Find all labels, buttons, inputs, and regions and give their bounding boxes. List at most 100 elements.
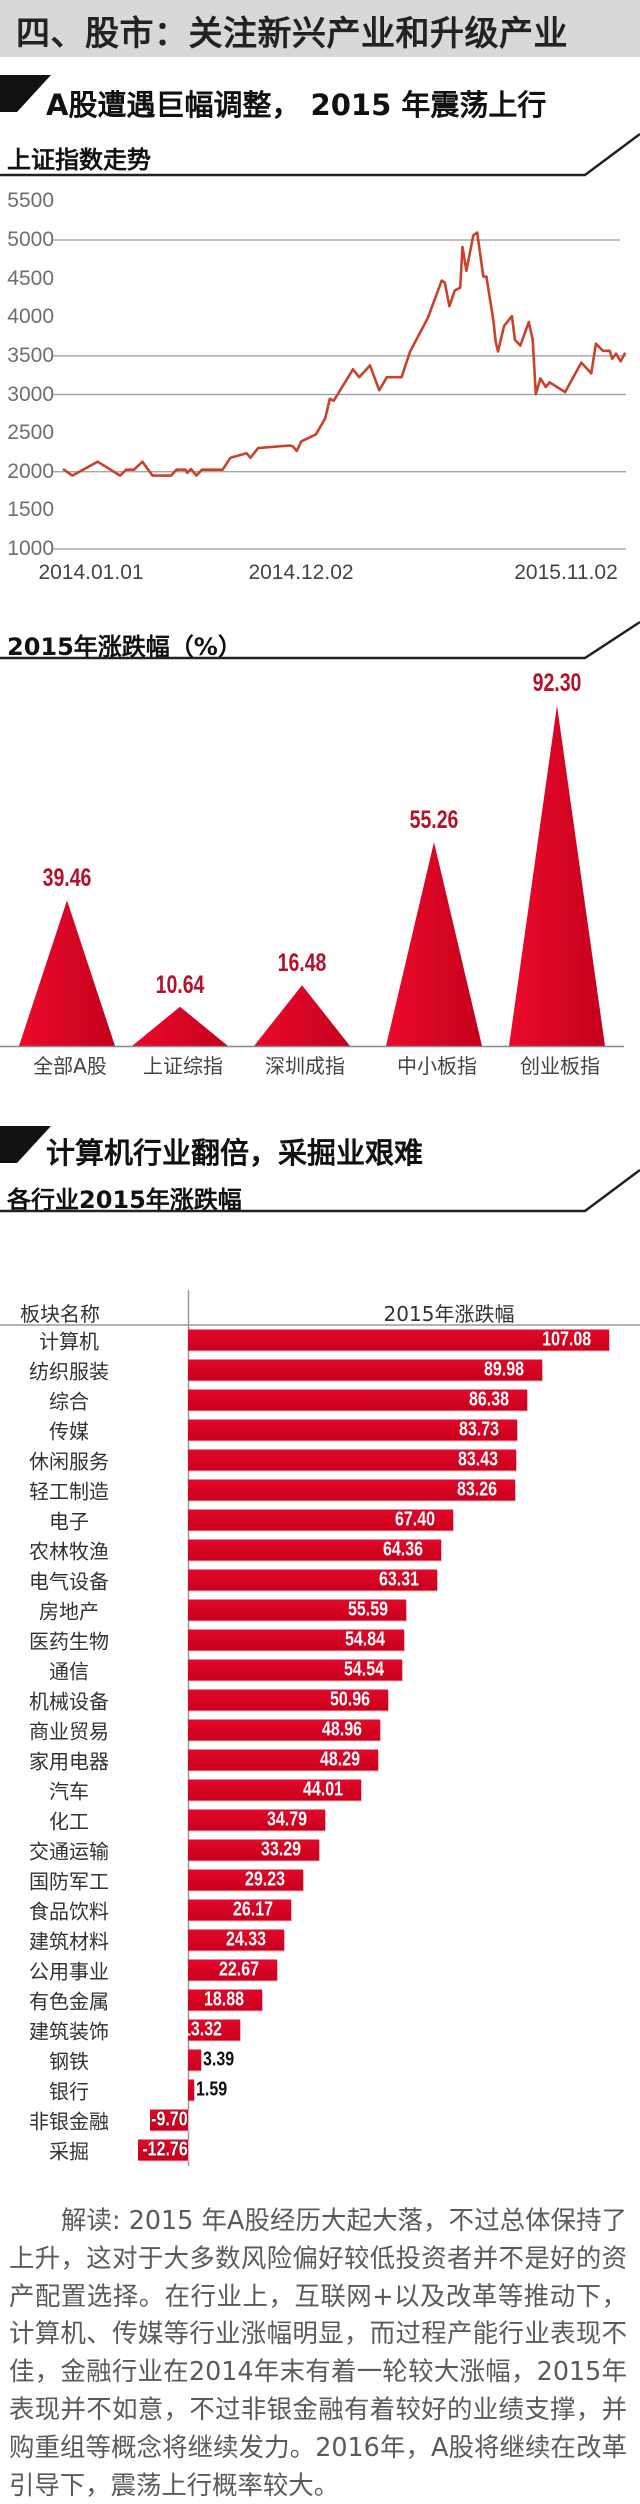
bar <box>188 1749 378 1771</box>
value-label: 83.73 <box>459 1418 500 1441</box>
column-header-category: 板块名称 <box>20 1302 100 1326</box>
value-label: -12.76 <box>142 2138 188 2161</box>
header-band <box>0 0 640 57</box>
category-label: 交通运输 <box>29 1839 109 1864</box>
category-label: 全部A股 <box>33 1054 107 1078</box>
category-label: 汽车 <box>49 1779 89 1804</box>
category-label: 计算机 <box>39 1329 99 1354</box>
category-label: 电子 <box>49 1509 89 1534</box>
value-label: 64.36 <box>382 1538 423 1561</box>
value-label: -9.70 <box>151 2108 188 2131</box>
bar <box>188 1689 389 1711</box>
bar <box>188 2079 195 2101</box>
value-label: 18.88 <box>204 1988 245 2011</box>
bar <box>188 1719 381 1741</box>
bar <box>188 1509 453 1531</box>
category-label: 化工 <box>49 1809 89 1834</box>
category-label: 钢铁 <box>49 2049 89 2074</box>
value-label: 29.23 <box>244 1868 285 1891</box>
page-title: 四、股市：关注新兴产业和升级产业 <box>16 14 568 54</box>
category-label: 综合 <box>49 1389 89 1414</box>
section-marker-icon <box>0 75 51 112</box>
value-label: 107.08 <box>541 1328 591 1351</box>
category-label: 国防军工 <box>29 1869 109 1894</box>
index-chart-title: 2015年涨跌幅（%） <box>7 633 242 661</box>
category-label: 创业板指 <box>520 1054 600 1078</box>
bar <box>188 1389 528 1411</box>
section-title-industry: 计算机行业翻倍，采掘业艰难 <box>46 1136 424 1170</box>
value-label: 48.29 <box>319 1748 360 1771</box>
underline-industry-chart <box>0 1168 640 1213</box>
y-tick-label: 2000 <box>7 459 54 483</box>
category-label: 医药生物 <box>29 1629 109 1654</box>
bar <box>188 1419 518 1441</box>
bar <box>188 1869 303 1891</box>
bar <box>188 1779 361 1801</box>
value-label: 3.39 <box>203 2048 235 2071</box>
index-change-chart <box>0 705 624 1048</box>
x-tick-label: 2014.01.01 <box>38 561 144 584</box>
category-label: 农林牧渔 <box>29 1539 109 1564</box>
value-label: 26.17 <box>232 1898 273 1921</box>
category-label: 通信 <box>49 1659 89 1684</box>
column-header-value: 2015年涨跌幅 <box>383 1302 515 1326</box>
value-label: 50.96 <box>330 1688 371 1711</box>
underline-index-chart <box>0 620 640 660</box>
triangle-bar <box>19 900 115 1046</box>
y-tick-label: 1500 <box>7 498 54 522</box>
bar <box>137 2139 188 2161</box>
triangle-bar <box>132 1006 228 1046</box>
category-label: 休闲服务 <box>29 1449 109 1474</box>
x-tick-label: 2015.11.02 <box>514 561 618 584</box>
value-label: 55.26 <box>409 806 459 835</box>
bar <box>188 1569 437 1591</box>
value-label: 10.64 <box>155 970 205 999</box>
bar <box>188 1989 263 2011</box>
x-tick-label: 2014.12.02 <box>248 561 354 584</box>
bar <box>188 1809 325 1831</box>
category-label: 轻工制造 <box>29 1479 109 1504</box>
category-label: 家用电器 <box>29 1749 109 1774</box>
category-label: 食品饮料 <box>29 1899 109 1924</box>
category-label: 非银金融 <box>29 2109 109 2134</box>
category-label: 建筑材料 <box>29 1929 109 1954</box>
y-tick-label: 3000 <box>7 382 54 406</box>
category-label: 有色金属 <box>29 1989 109 2014</box>
index-series-line <box>62 231 627 477</box>
bar <box>188 2049 202 2071</box>
category-label: 中小板指 <box>397 1054 477 1078</box>
value-label: 54.54 <box>344 1658 385 1681</box>
category-label: 公用事业 <box>29 1959 109 1984</box>
y-tick-label: 4000 <box>7 305 54 329</box>
category-label: 机械设备 <box>29 1689 109 1714</box>
line-chart <box>53 231 627 550</box>
triangle-bar <box>254 985 350 1046</box>
y-tick-label: 5500 <box>7 189 54 213</box>
value-label: 24.33 <box>225 1928 266 1951</box>
line-chart-title: 上证指数走势 <box>7 146 151 174</box>
triangle-bar <box>509 705 605 1046</box>
bar <box>188 1599 407 1621</box>
underline-line-chart <box>0 132 640 177</box>
bar <box>188 1929 284 1951</box>
bar <box>149 2109 188 2131</box>
y-tick-label: 1000 <box>7 537 54 560</box>
bar <box>188 1629 404 1651</box>
value-label: 44.01 <box>302 1778 343 1801</box>
bar <box>188 1329 609 1351</box>
value-label: 67.40 <box>394 1508 435 1531</box>
value-label: 13.32 <box>182 2018 223 2041</box>
bar <box>188 2019 241 2041</box>
commentary-paragraph: 解读: 2015 年A股经历大起大落，不过总体保持了上升，这对于大多数风险偏好较… <box>9 2205 627 2500</box>
y-tick-label: 3500 <box>7 343 54 367</box>
value-label: 54.84 <box>345 1628 386 1651</box>
bar <box>188 1899 291 1921</box>
triangle-bar <box>386 842 482 1046</box>
y-tick-label: 4500 <box>7 266 54 290</box>
category-label: 银行 <box>49 2079 89 2104</box>
section-marker-icon <box>0 1126 51 1163</box>
category-label: 房地产 <box>39 1599 99 1624</box>
value-label: 86.38 <box>469 1388 510 1411</box>
category-label: 采掘 <box>49 2139 89 2164</box>
value-label: 55.59 <box>348 1598 389 1621</box>
